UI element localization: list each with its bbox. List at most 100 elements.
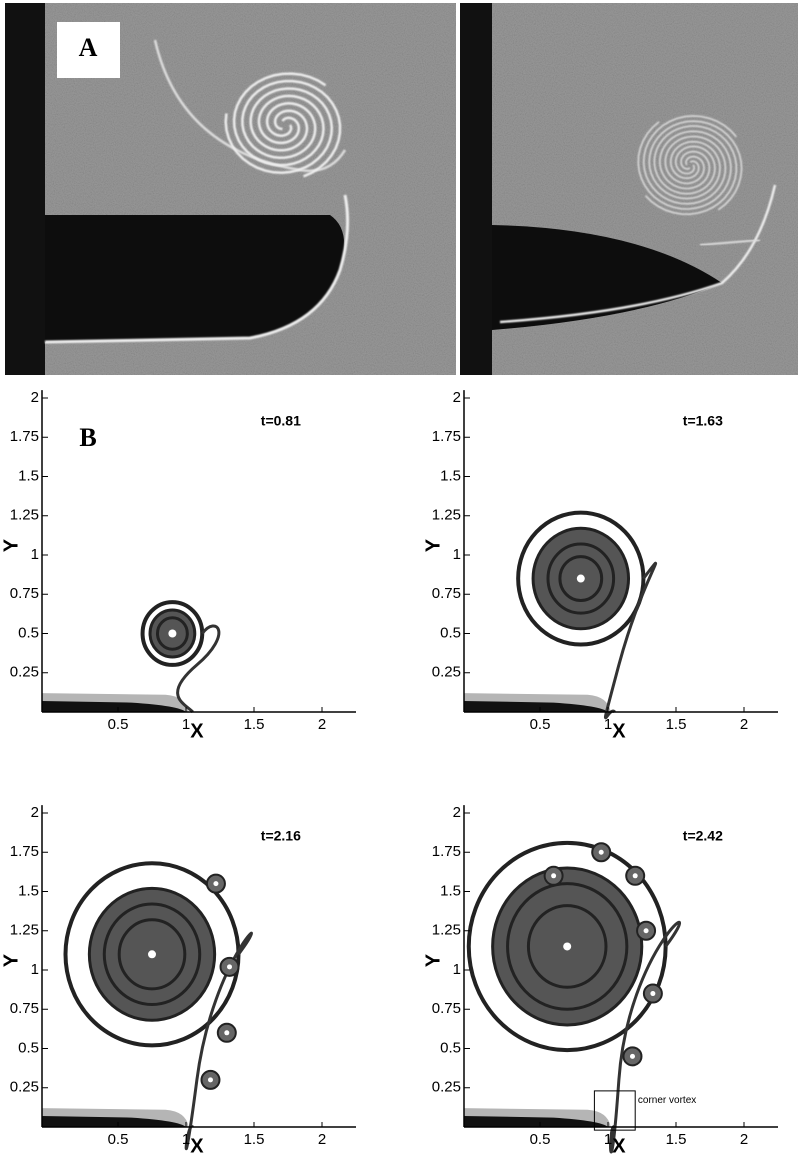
vortex-core xyxy=(168,629,177,638)
vortex-core xyxy=(563,942,572,951)
y-tick-label: 1.5 xyxy=(18,882,39,899)
vortex-streak xyxy=(642,115,737,205)
x-tick-label: 2 xyxy=(740,716,748,733)
x-tick-label: 1 xyxy=(604,1131,612,1148)
y-axis-label: Y xyxy=(422,538,444,552)
vortex-ring xyxy=(506,882,629,1011)
y-axis-label: Y xyxy=(422,953,444,967)
y-tick-label: 1.5 xyxy=(18,467,39,484)
vortex-ring xyxy=(155,616,189,651)
y-tick-label: 2 xyxy=(31,804,39,821)
y-tick-label: 1 xyxy=(453,961,461,978)
secondary-core xyxy=(213,881,219,887)
y-tick-label: 1.25 xyxy=(10,507,39,524)
x-axis-label: X xyxy=(190,720,204,742)
vortex-streak xyxy=(224,87,334,174)
vortex-streak xyxy=(232,72,327,167)
vortex-streak xyxy=(241,79,342,178)
y-tick-label: 1.5 xyxy=(440,467,461,484)
photo-left xyxy=(5,3,456,375)
plate xyxy=(41,701,187,712)
plot: 0.25 0.5 0.75 1 1.25 1.5 1.75 2 0.5 1 1.5 2 X Yt=0.81 xyxy=(0,389,356,742)
secondary-core xyxy=(227,964,233,970)
x-tick-label: 0.5 xyxy=(108,1131,129,1148)
y-tick-label: 1.75 xyxy=(10,843,39,860)
vortex-ring xyxy=(102,902,202,1007)
time-label: t=1.63 xyxy=(683,412,723,428)
panel-label: B xyxy=(79,423,96,452)
y-tick-label: 1.25 xyxy=(432,507,461,524)
secondary-core xyxy=(643,928,649,934)
shear-layer xyxy=(184,931,254,1150)
secondary-core xyxy=(598,849,604,855)
annotation: corner vortex xyxy=(638,1095,696,1106)
secondary-core xyxy=(207,1077,213,1083)
x-axis-label: X xyxy=(190,1135,204,1156)
y-tick-label: 0.5 xyxy=(440,624,461,641)
x-tick-label: 1 xyxy=(604,716,612,733)
y-tick-label: 1 xyxy=(453,546,461,563)
y-tick-label: 1.75 xyxy=(432,428,461,445)
x-axis-label: X xyxy=(612,1135,626,1156)
y-tick-label: 1.25 xyxy=(432,922,461,939)
y-tick-label: 0.25 xyxy=(10,664,39,681)
y-tick-label: 1.75 xyxy=(432,843,461,860)
y-tick-label: 1 xyxy=(31,546,39,563)
x-tick-label: 1.5 xyxy=(666,1131,687,1148)
vortex-core xyxy=(148,950,156,959)
y-tick-label: 0.25 xyxy=(432,664,461,681)
y-tick-label: 1.75 xyxy=(10,428,39,445)
secondary-core xyxy=(224,1030,230,1036)
x-tick-label: 1.5 xyxy=(244,1131,265,1148)
vortex-ring xyxy=(117,918,187,991)
y-tick-label: 2 xyxy=(453,804,461,821)
vortex-streak xyxy=(648,120,743,211)
y-tick-label: 2 xyxy=(453,389,461,406)
vortex-ring xyxy=(546,542,616,615)
y-tick-label: 0.75 xyxy=(10,585,39,602)
x-tick-label: 0.5 xyxy=(530,716,551,733)
x-tick-label: 1 xyxy=(182,1131,190,1148)
y-tick-label: 1 xyxy=(31,961,39,978)
shear-layer xyxy=(609,920,682,1154)
x-tick-label: 0.5 xyxy=(108,716,129,733)
vortex-ring xyxy=(63,861,241,1048)
y-tick-label: 0.25 xyxy=(10,1079,39,1096)
y-tick-label: 0.75 xyxy=(10,1000,39,1017)
vortex-streak xyxy=(637,121,732,210)
time-label: t=2.16 xyxy=(261,827,301,843)
plot: 0.25 0.5 0.75 1 1.25 1.5 1.75 2 0.5 1 1.5 2 X Yt=2.16 xyxy=(0,804,356,1156)
secondary-core xyxy=(551,873,557,879)
x-tick-label: 2 xyxy=(318,716,326,733)
y-tick-label: 1.25 xyxy=(10,922,39,939)
y-tick-label: 0.5 xyxy=(440,1039,461,1056)
plate xyxy=(463,701,608,712)
y-tick-label: 0.5 xyxy=(18,624,39,641)
vortex-streak xyxy=(644,125,738,216)
y-tick-label: 0.5 xyxy=(18,1039,39,1056)
x-tick-label: 1.5 xyxy=(666,716,687,733)
y-axis-label: Y xyxy=(0,538,22,552)
x-tick-label: 1.5 xyxy=(244,716,265,733)
vortex-ring xyxy=(558,555,604,603)
plate xyxy=(463,1116,608,1127)
y-tick-label: 0.25 xyxy=(432,1079,461,1096)
shear-layer xyxy=(176,624,221,714)
x-tick-label: 1 xyxy=(182,716,190,733)
annotation-box xyxy=(593,1090,636,1131)
y-tick-label: 1.5 xyxy=(440,882,461,899)
y-tick-label: 0.75 xyxy=(432,585,461,602)
x-axis-label: X xyxy=(612,720,626,742)
x-tick-label: 2 xyxy=(740,1131,748,1148)
y-axis-label: Y xyxy=(0,953,22,967)
plate xyxy=(41,1116,187,1127)
secondary-core xyxy=(629,1053,635,1059)
x-tick-label: 0.5 xyxy=(530,1131,551,1148)
vortex-core xyxy=(576,574,585,583)
time-label: t=0.81 xyxy=(261,412,301,428)
x-tick-label: 2 xyxy=(318,1131,326,1148)
vortex-ring xyxy=(526,904,608,989)
plot: 0.25 0.5 0.75 1 1.25 1.5 1.75 2 0.5 1 1.5 2 X Yt=2.42… xyxy=(422,804,778,1156)
shear-layer xyxy=(603,561,658,720)
